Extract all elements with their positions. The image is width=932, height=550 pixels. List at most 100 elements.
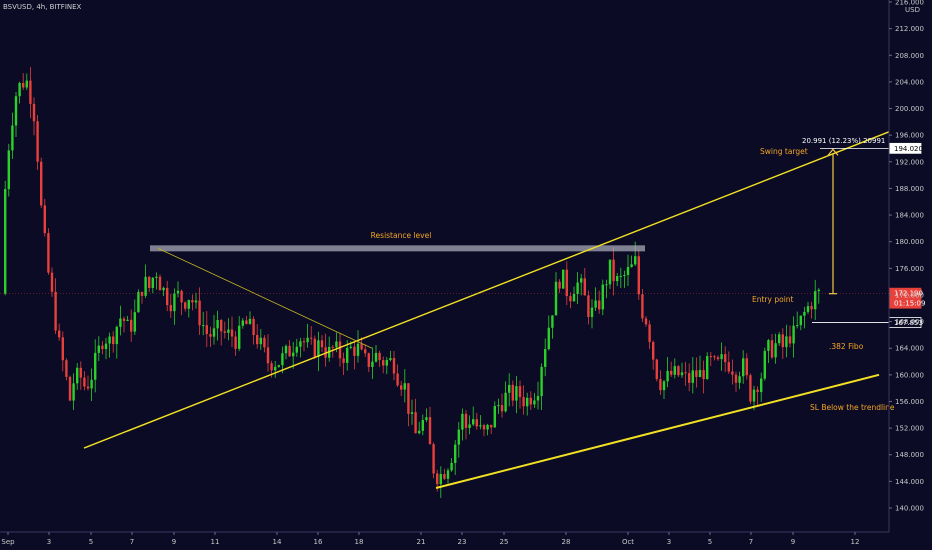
candle-body xyxy=(119,318,122,327)
x-tick-label: 25 xyxy=(500,538,509,546)
candle-body xyxy=(724,354,727,363)
fibo-price-label: 167.853 xyxy=(894,319,923,327)
candle-body xyxy=(40,161,43,206)
candle-body xyxy=(727,362,730,372)
candle-body xyxy=(734,374,738,383)
candle-body xyxy=(166,287,169,306)
candle-body xyxy=(94,352,97,380)
candle-body xyxy=(799,315,802,326)
candle-body xyxy=(500,405,504,412)
x-tick-label: 16 xyxy=(314,538,323,546)
candle-body xyxy=(158,276,162,291)
candle-body xyxy=(385,360,388,366)
candle-body xyxy=(479,425,482,427)
candle-body xyxy=(205,325,208,335)
x-tick-label: 21 xyxy=(417,538,426,546)
candle-body xyxy=(670,370,673,375)
candle-body xyxy=(432,444,435,474)
candle-body xyxy=(425,417,428,420)
candle-body xyxy=(108,336,111,344)
candle-body xyxy=(133,312,136,332)
candle-body xyxy=(742,358,745,377)
candle-body xyxy=(482,425,486,430)
candle-body xyxy=(792,325,795,344)
candle-body xyxy=(626,266,630,275)
candle-body xyxy=(220,320,223,332)
measure-arrowhead xyxy=(827,148,839,156)
candle-body xyxy=(43,205,46,234)
candle-body xyxy=(486,424,489,430)
candle-body xyxy=(151,277,154,288)
y-tick-label: 152.000 xyxy=(895,425,924,433)
candle-body xyxy=(554,281,558,316)
x-tick-label: 28 xyxy=(562,538,571,546)
candle-body xyxy=(317,340,320,358)
candle-body xyxy=(461,413,464,430)
y-tick-label: 168.000 xyxy=(895,318,924,326)
candle-body xyxy=(144,276,147,296)
candle-body xyxy=(364,349,367,354)
candle-body xyxy=(403,383,406,390)
candle-body xyxy=(115,326,118,345)
candle-body xyxy=(540,366,543,397)
candle-body xyxy=(803,311,806,316)
target-price-label: 194.020 xyxy=(894,145,923,153)
candle-body xyxy=(122,318,126,321)
candle-body xyxy=(230,329,234,337)
candle-body xyxy=(400,385,403,390)
candle-body xyxy=(270,363,273,371)
candle-body xyxy=(392,358,396,374)
candle-body xyxy=(180,290,183,303)
candle-body xyxy=(292,352,295,357)
candle-body xyxy=(547,327,550,350)
candle-body xyxy=(36,121,39,162)
x-tick-label: 9 xyxy=(172,538,176,546)
candle-body xyxy=(504,392,507,412)
candle-body xyxy=(162,287,165,291)
candle-body xyxy=(54,291,57,331)
candle-body xyxy=(814,291,817,310)
candle-body xyxy=(788,336,792,344)
candle-body xyxy=(774,343,777,358)
candle-body xyxy=(97,345,100,353)
candle-body xyxy=(130,319,133,332)
y-tick-label: 180.000 xyxy=(895,238,924,246)
candle-body xyxy=(83,377,86,387)
candle-body xyxy=(616,276,619,282)
candle-body xyxy=(155,276,158,278)
candle-body xyxy=(90,379,93,389)
candle-body xyxy=(565,269,568,297)
y-tick-label: 204.000 xyxy=(895,78,924,86)
candle-body xyxy=(511,384,514,401)
candle-body xyxy=(266,347,270,364)
candle-body xyxy=(173,293,176,312)
candle-body xyxy=(356,343,360,356)
candle-body xyxy=(749,375,752,402)
candle-body xyxy=(295,346,298,353)
candle-body xyxy=(367,353,370,367)
candle-body xyxy=(378,352,381,361)
candle-body xyxy=(396,373,399,386)
candle-body xyxy=(644,318,648,325)
candle-body xyxy=(252,318,255,336)
candle-body xyxy=(770,340,774,358)
candle-body xyxy=(680,372,684,376)
candle-body xyxy=(454,444,457,463)
candle-body xyxy=(522,397,525,407)
candle-body xyxy=(277,365,280,367)
candle-body xyxy=(86,386,90,389)
candle-body xyxy=(472,419,475,425)
candle-body xyxy=(342,358,345,363)
lower-trendline xyxy=(435,373,880,489)
candle-body xyxy=(360,343,363,350)
candle-body xyxy=(562,269,565,289)
candle-body xyxy=(634,256,637,265)
candle-body xyxy=(763,350,766,379)
candle-body xyxy=(216,320,219,329)
candle-body xyxy=(706,356,709,380)
candle-body xyxy=(598,300,601,310)
candle-body xyxy=(313,338,316,358)
candle-body xyxy=(126,319,129,321)
candle-body xyxy=(288,345,291,357)
